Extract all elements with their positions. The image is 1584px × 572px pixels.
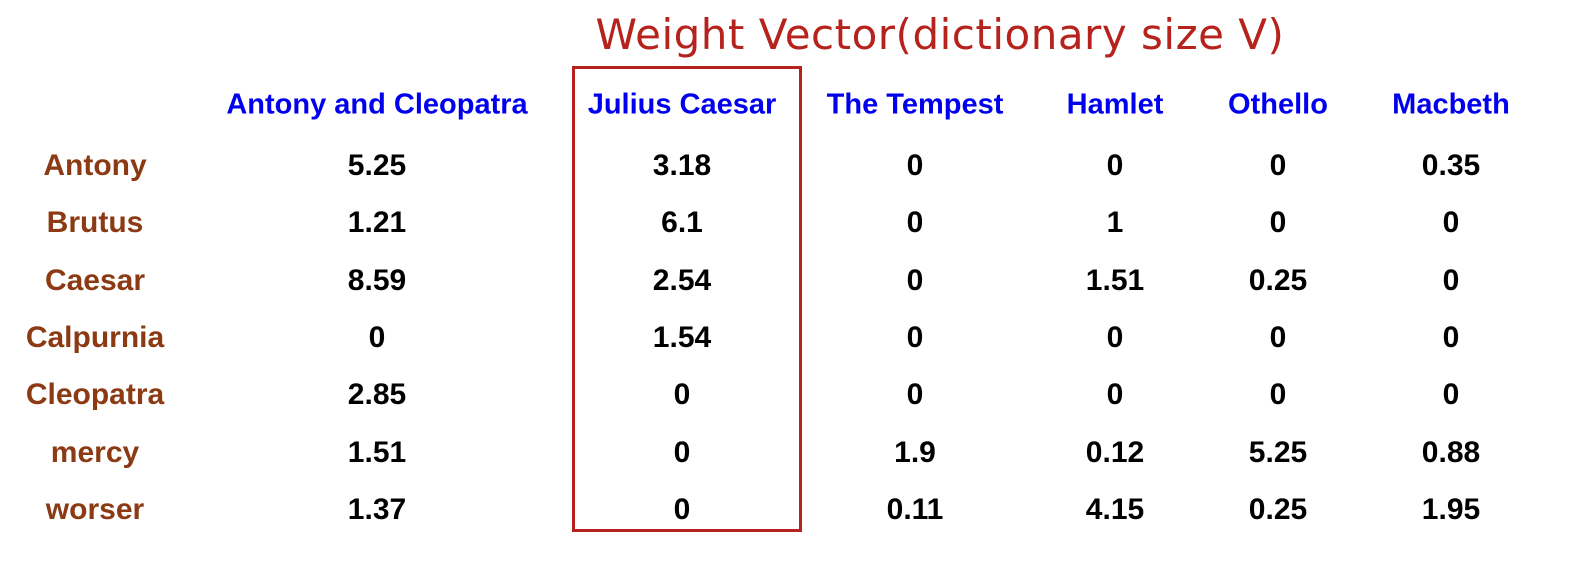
cell-cleopatra-macbeth: 0 — [1442, 378, 1460, 412]
row-label-worser: worser — [45, 492, 145, 526]
chart-title: Weight Vector(dictionary size V) — [595, 10, 1285, 59]
cell-antony-the-tempest: 0 — [906, 149, 924, 182]
column-header-macbeth: Macbeth — [1392, 88, 1510, 121]
cell-mercy-julius-caesar: 0 — [673, 435, 691, 469]
cell-calpurnia-hamlet: 0 — [1106, 320, 1124, 354]
row-label-antony: Antony — [43, 149, 147, 182]
cell-brutus-othello: 0 — [1269, 206, 1287, 240]
cell-worser-the-tempest: 0.11 — [886, 492, 944, 526]
cell-mercy-othello: 5.25 — [1248, 435, 1308, 469]
cell-antony-julius-caesar: 3.18 — [652, 149, 712, 182]
cell-brutus-julius-caesar: 6.1 — [661, 206, 703, 240]
cell-brutus-antony-and-cleopatra: 1.21 — [347, 206, 407, 240]
cell-antony-hamlet: 0 — [1106, 149, 1124, 182]
row-label-brutus: Brutus — [46, 206, 144, 240]
cell-worser-hamlet: 4.15 — [1085, 492, 1145, 526]
cell-mercy-the-tempest: 1.9 — [894, 435, 936, 469]
cell-antony-macbeth: 0.35 — [1421, 149, 1481, 182]
cell-caesar-antony-and-cleopatra: 8.59 — [347, 263, 407, 297]
column-header-othello: Othello — [1228, 88, 1328, 121]
cell-calpurnia-macbeth: 0 — [1442, 320, 1460, 354]
cell-caesar-the-tempest: 0 — [906, 263, 924, 297]
row-label-calpurnia: Calpurnia — [25, 320, 165, 354]
cell-calpurnia-othello: 0 — [1269, 320, 1287, 354]
cell-worser-antony-and-cleopatra: 1.37 — [347, 492, 407, 526]
cell-caesar-julius-caesar: 2.54 — [652, 263, 712, 297]
cell-brutus-hamlet: 1 — [1106, 206, 1124, 240]
cell-antony-antony-and-cleopatra: 5.25 — [347, 149, 407, 182]
cell-calpurnia-antony-and-cleopatra: 0 — [368, 320, 386, 354]
cell-cleopatra-antony-and-cleopatra: 2.85 — [347, 378, 407, 412]
cell-worser-julius-caesar: 0 — [673, 492, 691, 526]
cell-caesar-hamlet: 1.51 — [1085, 263, 1145, 297]
cell-mercy-antony-and-cleopatra: 1.51 — [347, 435, 407, 469]
cell-calpurnia-the-tempest: 0 — [906, 320, 924, 354]
cell-cleopatra-othello: 0 — [1269, 378, 1287, 412]
column-header-julius-caesar: Julius Caesar — [587, 88, 777, 121]
cell-caesar-macbeth: 0 — [1442, 263, 1460, 297]
column-header-hamlet: Hamlet — [1066, 88, 1164, 121]
row-label-caesar: Caesar — [44, 263, 146, 297]
highlighted-column-box — [572, 66, 802, 532]
cell-caesar-othello: 0.25 — [1248, 263, 1308, 297]
cell-cleopatra-hamlet: 0 — [1106, 378, 1124, 412]
cell-brutus-the-tempest: 0 — [906, 206, 924, 240]
cell-cleopatra-the-tempest: 0 — [906, 378, 924, 412]
column-header-the-tempest: The Tempest — [826, 88, 1004, 121]
cell-mercy-hamlet: 0.12 — [1085, 435, 1145, 469]
cell-brutus-macbeth: 0 — [1442, 206, 1460, 240]
cell-worser-macbeth: 1.95 — [1421, 492, 1481, 526]
cell-cleopatra-julius-caesar: 0 — [673, 378, 691, 412]
cell-mercy-macbeth: 0.88 — [1421, 435, 1481, 469]
cell-calpurnia-julius-caesar: 1.54 — [652, 320, 712, 354]
column-header-antony-and-cleopatra: Antony and Cleopatra — [226, 88, 528, 121]
cell-worser-othello: 0.25 — [1248, 492, 1308, 526]
row-label-mercy: mercy — [50, 435, 140, 469]
row-label-cleopatra: Cleopatra — [25, 378, 165, 412]
cell-antony-othello: 0 — [1269, 149, 1287, 182]
